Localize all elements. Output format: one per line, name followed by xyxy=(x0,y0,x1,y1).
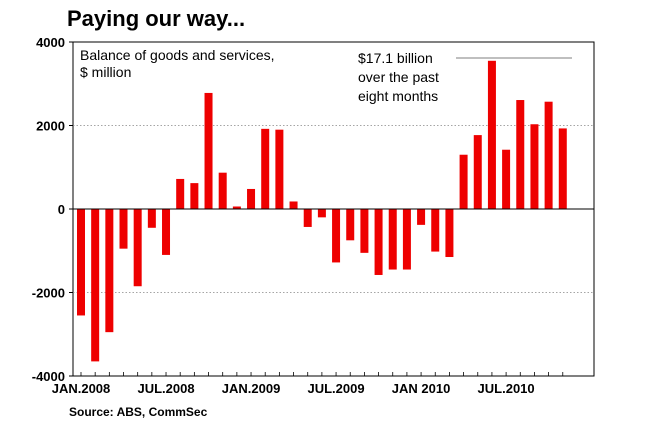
bars xyxy=(77,60,567,362)
bar xyxy=(459,154,468,209)
y-tick-label: 4000 xyxy=(36,35,65,50)
bar xyxy=(105,209,114,333)
bar xyxy=(417,209,426,225)
bar xyxy=(558,128,567,209)
bar xyxy=(388,209,397,270)
x-tick-label: JAN.2008 xyxy=(52,381,111,396)
bar xyxy=(247,188,256,209)
bar xyxy=(445,209,454,258)
bar xyxy=(289,201,298,209)
bar xyxy=(204,92,213,209)
bar xyxy=(77,209,85,316)
bar xyxy=(487,60,496,209)
y-tick-label: 0 xyxy=(58,202,65,217)
bar xyxy=(303,209,312,227)
bar xyxy=(275,129,284,209)
bar xyxy=(261,128,270,209)
chart-title: Paying our way... xyxy=(67,6,246,31)
bar xyxy=(544,101,553,209)
annotation-line-1: $17.1 billion xyxy=(358,50,433,66)
bar xyxy=(176,178,185,209)
y-tick-label: -4000 xyxy=(32,369,65,384)
chart-source: Source: ABS, CommSec xyxy=(69,405,208,419)
bar xyxy=(91,209,100,362)
annotation-line-2: over the past xyxy=(358,69,439,85)
y-tick-label: -2000 xyxy=(32,286,65,301)
x-tick-label: JAN 2010 xyxy=(392,381,451,396)
bar xyxy=(147,209,156,228)
ylabel-line-1: Balance of goods and services, xyxy=(80,47,275,63)
grid-lines xyxy=(73,125,594,293)
x-tick-label: JUL.2008 xyxy=(137,381,194,396)
x-tick-label: JUL.2009 xyxy=(308,381,365,396)
bar xyxy=(502,149,511,209)
bar xyxy=(232,206,241,209)
ylabel-line-2: $ million xyxy=(80,64,131,80)
bar xyxy=(218,172,227,209)
bar xyxy=(190,183,199,209)
bar xyxy=(162,209,171,255)
x-axis: JAN.2008 JUL.2008 JAN.2009 JUL.2009 JAN 2010… xyxy=(52,372,564,396)
annotation-line-3: eight months xyxy=(358,88,438,104)
bar xyxy=(530,124,539,209)
bar xyxy=(332,209,341,263)
x-tick-label: JAN.2009 xyxy=(222,381,281,396)
bar xyxy=(473,135,482,209)
bar xyxy=(346,209,355,241)
bar xyxy=(360,209,369,253)
x-tick-label: JUL.2010 xyxy=(478,381,535,396)
bar xyxy=(133,209,142,287)
bar xyxy=(516,100,525,209)
bar xyxy=(374,209,383,275)
y-axis: -4000 -2000 0 2000 4000 xyxy=(32,35,73,384)
bar xyxy=(317,209,326,218)
bar xyxy=(431,209,440,252)
bar xyxy=(402,209,411,270)
bar xyxy=(119,209,128,249)
y-tick-label: 2000 xyxy=(36,119,65,134)
